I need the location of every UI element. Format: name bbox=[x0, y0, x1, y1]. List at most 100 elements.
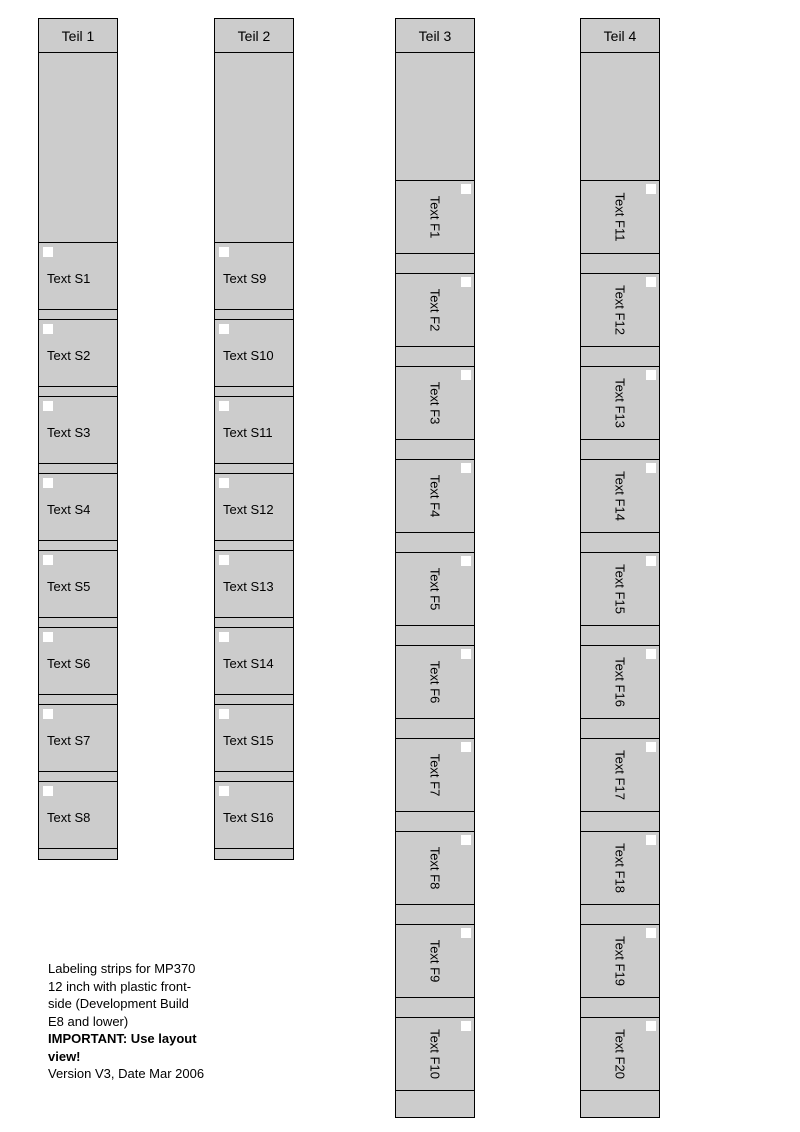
strip-label: Text S2 bbox=[47, 348, 90, 363]
marker-icon bbox=[646, 1021, 656, 1031]
label-cell: Text S8 bbox=[39, 782, 117, 849]
strip-label: Text S11 bbox=[223, 425, 273, 440]
label-cell: Text F12 bbox=[581, 274, 659, 347]
marker-icon bbox=[646, 370, 656, 380]
label-cell: Text S3 bbox=[39, 397, 117, 464]
divider bbox=[396, 533, 474, 553]
label-cell: Text S16 bbox=[215, 782, 293, 849]
strip-label: Text F2 bbox=[428, 289, 443, 332]
marker-icon bbox=[43, 632, 53, 642]
label-cell: Text S2 bbox=[39, 320, 117, 387]
marker-icon bbox=[646, 928, 656, 938]
strip-label: Text S8 bbox=[47, 810, 90, 825]
strip-teil2: Teil 2 Text S9 Text S10 Text S11 Text S12 Tex… bbox=[214, 18, 294, 860]
divider bbox=[581, 533, 659, 553]
marker-icon bbox=[219, 401, 229, 411]
marker-icon bbox=[461, 556, 471, 566]
divider bbox=[215, 695, 293, 705]
marker-icon bbox=[43, 709, 53, 719]
divider bbox=[396, 1091, 474, 1111]
label-cell: Text S13 bbox=[215, 551, 293, 618]
marker-icon bbox=[43, 786, 53, 796]
caption-block: Labeling strips for MP37012 inch with pl… bbox=[48, 960, 248, 1083]
marker-icon bbox=[43, 247, 53, 257]
strip-label: Text F5 bbox=[428, 568, 443, 611]
label-cell: Text F6 bbox=[396, 646, 474, 719]
divider bbox=[581, 719, 659, 739]
strip-spacer-teil4 bbox=[581, 53, 659, 181]
divider bbox=[39, 541, 117, 551]
strip-label: Text S1 bbox=[47, 271, 90, 286]
marker-icon bbox=[219, 478, 229, 488]
divider bbox=[215, 772, 293, 782]
divider bbox=[581, 905, 659, 925]
strip-teil3: Teil 3Text F1Text F2Text F3Text F4Text F… bbox=[395, 18, 475, 1118]
marker-icon bbox=[461, 649, 471, 659]
divider bbox=[39, 310, 117, 320]
label-cell: Text F2 bbox=[396, 274, 474, 347]
divider bbox=[39, 772, 117, 782]
divider bbox=[581, 440, 659, 460]
divider bbox=[581, 812, 659, 832]
strip-label: Text F15 bbox=[613, 564, 628, 614]
strip-teil1: Teil 1Text S1Text S2Text S3Text S4Text S… bbox=[38, 18, 118, 860]
label-cell: Text S9 bbox=[215, 243, 293, 310]
marker-icon bbox=[646, 277, 656, 287]
label-cell: Text S12 bbox=[215, 474, 293, 541]
label-cell: Text F15 bbox=[581, 553, 659, 626]
divider bbox=[39, 464, 117, 474]
label-cell: Text F19 bbox=[581, 925, 659, 998]
strip-label: Text S14 bbox=[223, 656, 274, 671]
divider bbox=[215, 387, 293, 397]
divider bbox=[396, 905, 474, 925]
strip-label: Text F9 bbox=[428, 940, 443, 983]
label-cell: Text F3 bbox=[396, 367, 474, 440]
label-cell: Text F9 bbox=[396, 925, 474, 998]
strip-spacer-teil1 bbox=[39, 53, 117, 243]
label-cell: Text F14 bbox=[581, 460, 659, 533]
strip-label: Text F14 bbox=[613, 471, 628, 521]
marker-icon bbox=[219, 709, 229, 719]
strip-label: Text S10 bbox=[223, 348, 274, 363]
divider bbox=[215, 464, 293, 474]
caption-line: view! bbox=[48, 1048, 248, 1066]
divider bbox=[215, 541, 293, 551]
strip-label: Text F17 bbox=[613, 750, 628, 800]
divider bbox=[396, 254, 474, 274]
divider bbox=[396, 347, 474, 367]
strip-label: Text S12 bbox=[223, 502, 274, 517]
strip-label: Text F10 bbox=[428, 1029, 443, 1079]
divider bbox=[215, 310, 293, 320]
strip-label: Text S7 bbox=[47, 733, 90, 748]
divider bbox=[396, 998, 474, 1018]
strip-label: Text F1 bbox=[428, 196, 443, 239]
strip-label: Text S9 bbox=[223, 271, 266, 286]
strip-label: Text S3 bbox=[47, 425, 90, 440]
strip-teil4: Teil 4Text F11Text F12Text F13Text F14Te… bbox=[580, 18, 660, 1118]
strip-label: Text F8 bbox=[428, 847, 443, 890]
label-cell: Text S10 bbox=[215, 320, 293, 387]
caption-line: E8 and lower) bbox=[48, 1013, 248, 1031]
strip-label: Text S4 bbox=[47, 502, 90, 517]
marker-icon bbox=[461, 928, 471, 938]
strip-label: Text F6 bbox=[428, 661, 443, 704]
marker-icon bbox=[461, 370, 471, 380]
divider bbox=[215, 618, 293, 628]
strip-header-teil2: Teil 2 bbox=[215, 19, 293, 53]
strip-label: Text S5 bbox=[47, 579, 90, 594]
label-cell: Text S7 bbox=[39, 705, 117, 772]
label-cell: Text F5 bbox=[396, 553, 474, 626]
strip-header-teil4: Teil 4 bbox=[581, 19, 659, 53]
strip-label: Text F3 bbox=[428, 382, 443, 425]
divider bbox=[396, 626, 474, 646]
marker-icon bbox=[646, 556, 656, 566]
caption-line: Version V3, Date Mar 2006 bbox=[48, 1065, 248, 1083]
label-cell: Text F13 bbox=[581, 367, 659, 440]
divider bbox=[581, 998, 659, 1018]
caption-line: Labeling strips for MP370 bbox=[48, 960, 248, 978]
divider bbox=[396, 719, 474, 739]
label-cell: Text F10 bbox=[396, 1018, 474, 1091]
divider bbox=[39, 695, 117, 705]
strip-spacer-teil2 bbox=[215, 53, 293, 243]
caption-line: IMPORTANT: Use layout bbox=[48, 1030, 248, 1048]
